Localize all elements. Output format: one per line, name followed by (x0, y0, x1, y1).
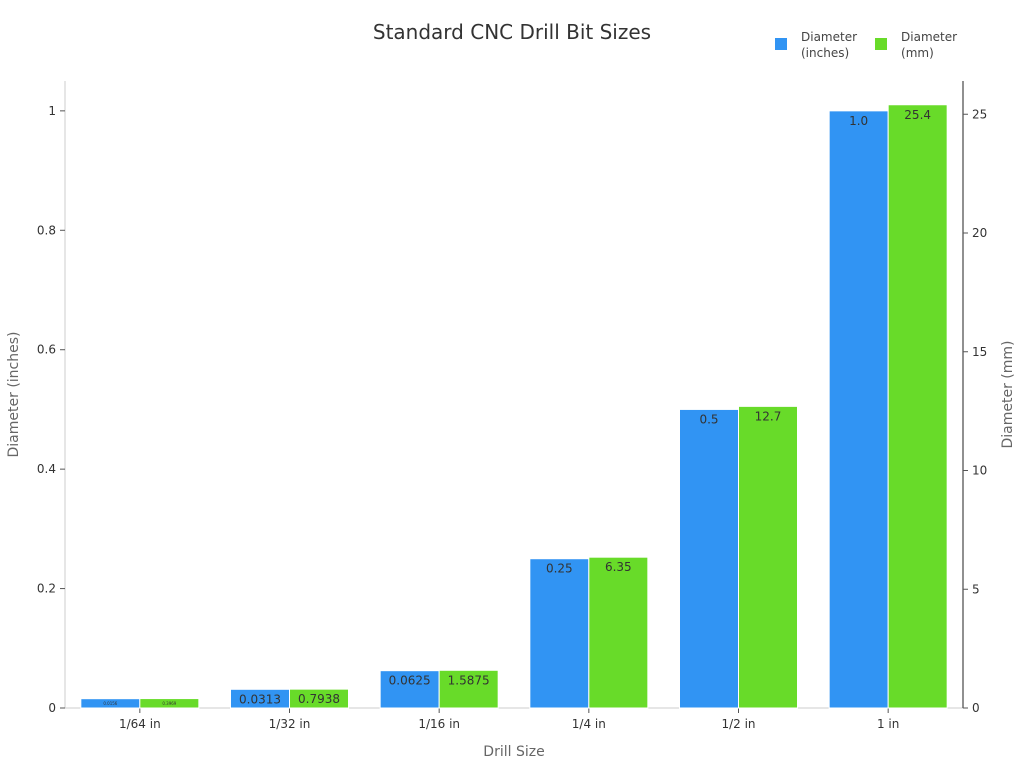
left-tick-label: 0.2 (37, 582, 56, 596)
bar-inches[interactable] (828, 110, 889, 709)
x-tick-label: 1/4 in (572, 717, 606, 731)
bar-label-inches: 0.5 (699, 412, 718, 426)
x-tick-label: 1 in (877, 717, 899, 731)
legend: Diameter (inches) Diameter (mm) (775, 29, 957, 61)
legend-swatch-inches (775, 38, 787, 50)
bar-mm[interactable] (139, 698, 200, 709)
bar-label-mm: 25.4 (904, 108, 931, 122)
bar-label-mm: 6.35 (605, 560, 632, 574)
x-tick-label: 1/32 in (269, 717, 311, 731)
legend-swatch-mm (875, 38, 888, 50)
legend-item-inches[interactable]: Diameter (inches) (775, 29, 857, 61)
right-tick-label: 15 (972, 345, 987, 359)
bar-inches[interactable] (379, 670, 440, 709)
x-axis-title: Drill Size (483, 744, 544, 760)
bar-label-mm: 12.7 (755, 409, 782, 423)
left-tick-label: 0.4 (37, 462, 56, 476)
left-tick-label: 1 (48, 104, 56, 118)
left-axis-title: Diameter (inches) (6, 332, 22, 458)
bar-inches[interactable] (529, 558, 590, 709)
left-tick-label: 0.8 (37, 223, 56, 237)
x-tick-label: 1/2 in (721, 717, 755, 731)
right-tick-label: 0 (972, 701, 980, 715)
chart-title: Standard CNC Drill Bit Sizes (372, 20, 652, 44)
bar-mm[interactable] (887, 104, 948, 709)
bar-label-inches: 0.25 (546, 562, 573, 576)
left-tick-label: 0 (48, 701, 56, 715)
bar-label-inches: 1.0 (849, 114, 868, 128)
legend-item-mm[interactable]: Diameter (mm) (875, 29, 957, 61)
x-tick-label: 1/64 in (119, 717, 161, 731)
left-tick-label: 0.6 (37, 343, 56, 357)
bar-mm[interactable] (289, 688, 349, 709)
right-axis-title: Diameter (mm) (1000, 340, 1016, 448)
bar-mm[interactable] (738, 405, 798, 709)
legend-label-mm: Diameter (mm) (901, 30, 958, 60)
bar-label-mm: 0.7938 (298, 692, 340, 706)
legend-label-inches: Diameter (inches) (801, 30, 858, 60)
right-tick-label: 25 (972, 107, 987, 121)
right-tick-label: 5 (972, 582, 980, 596)
bar-label-mm: 1.5875 (448, 673, 490, 687)
bar-label-inches: 0.0156 (103, 701, 117, 706)
right-tick-label: 20 (972, 226, 987, 240)
bar-mm[interactable] (588, 556, 649, 709)
right-tick-label: 10 (972, 464, 987, 478)
x-tick-label: 1/16 in (418, 717, 460, 731)
bar-inches[interactable] (679, 408, 739, 709)
bar-label-mm: 0.3969 (162, 701, 176, 706)
bar-mm[interactable] (438, 669, 499, 709)
bar-label-inches: 0.0625 (389, 674, 431, 688)
bar-label-inches: 0.0313 (239, 692, 281, 706)
